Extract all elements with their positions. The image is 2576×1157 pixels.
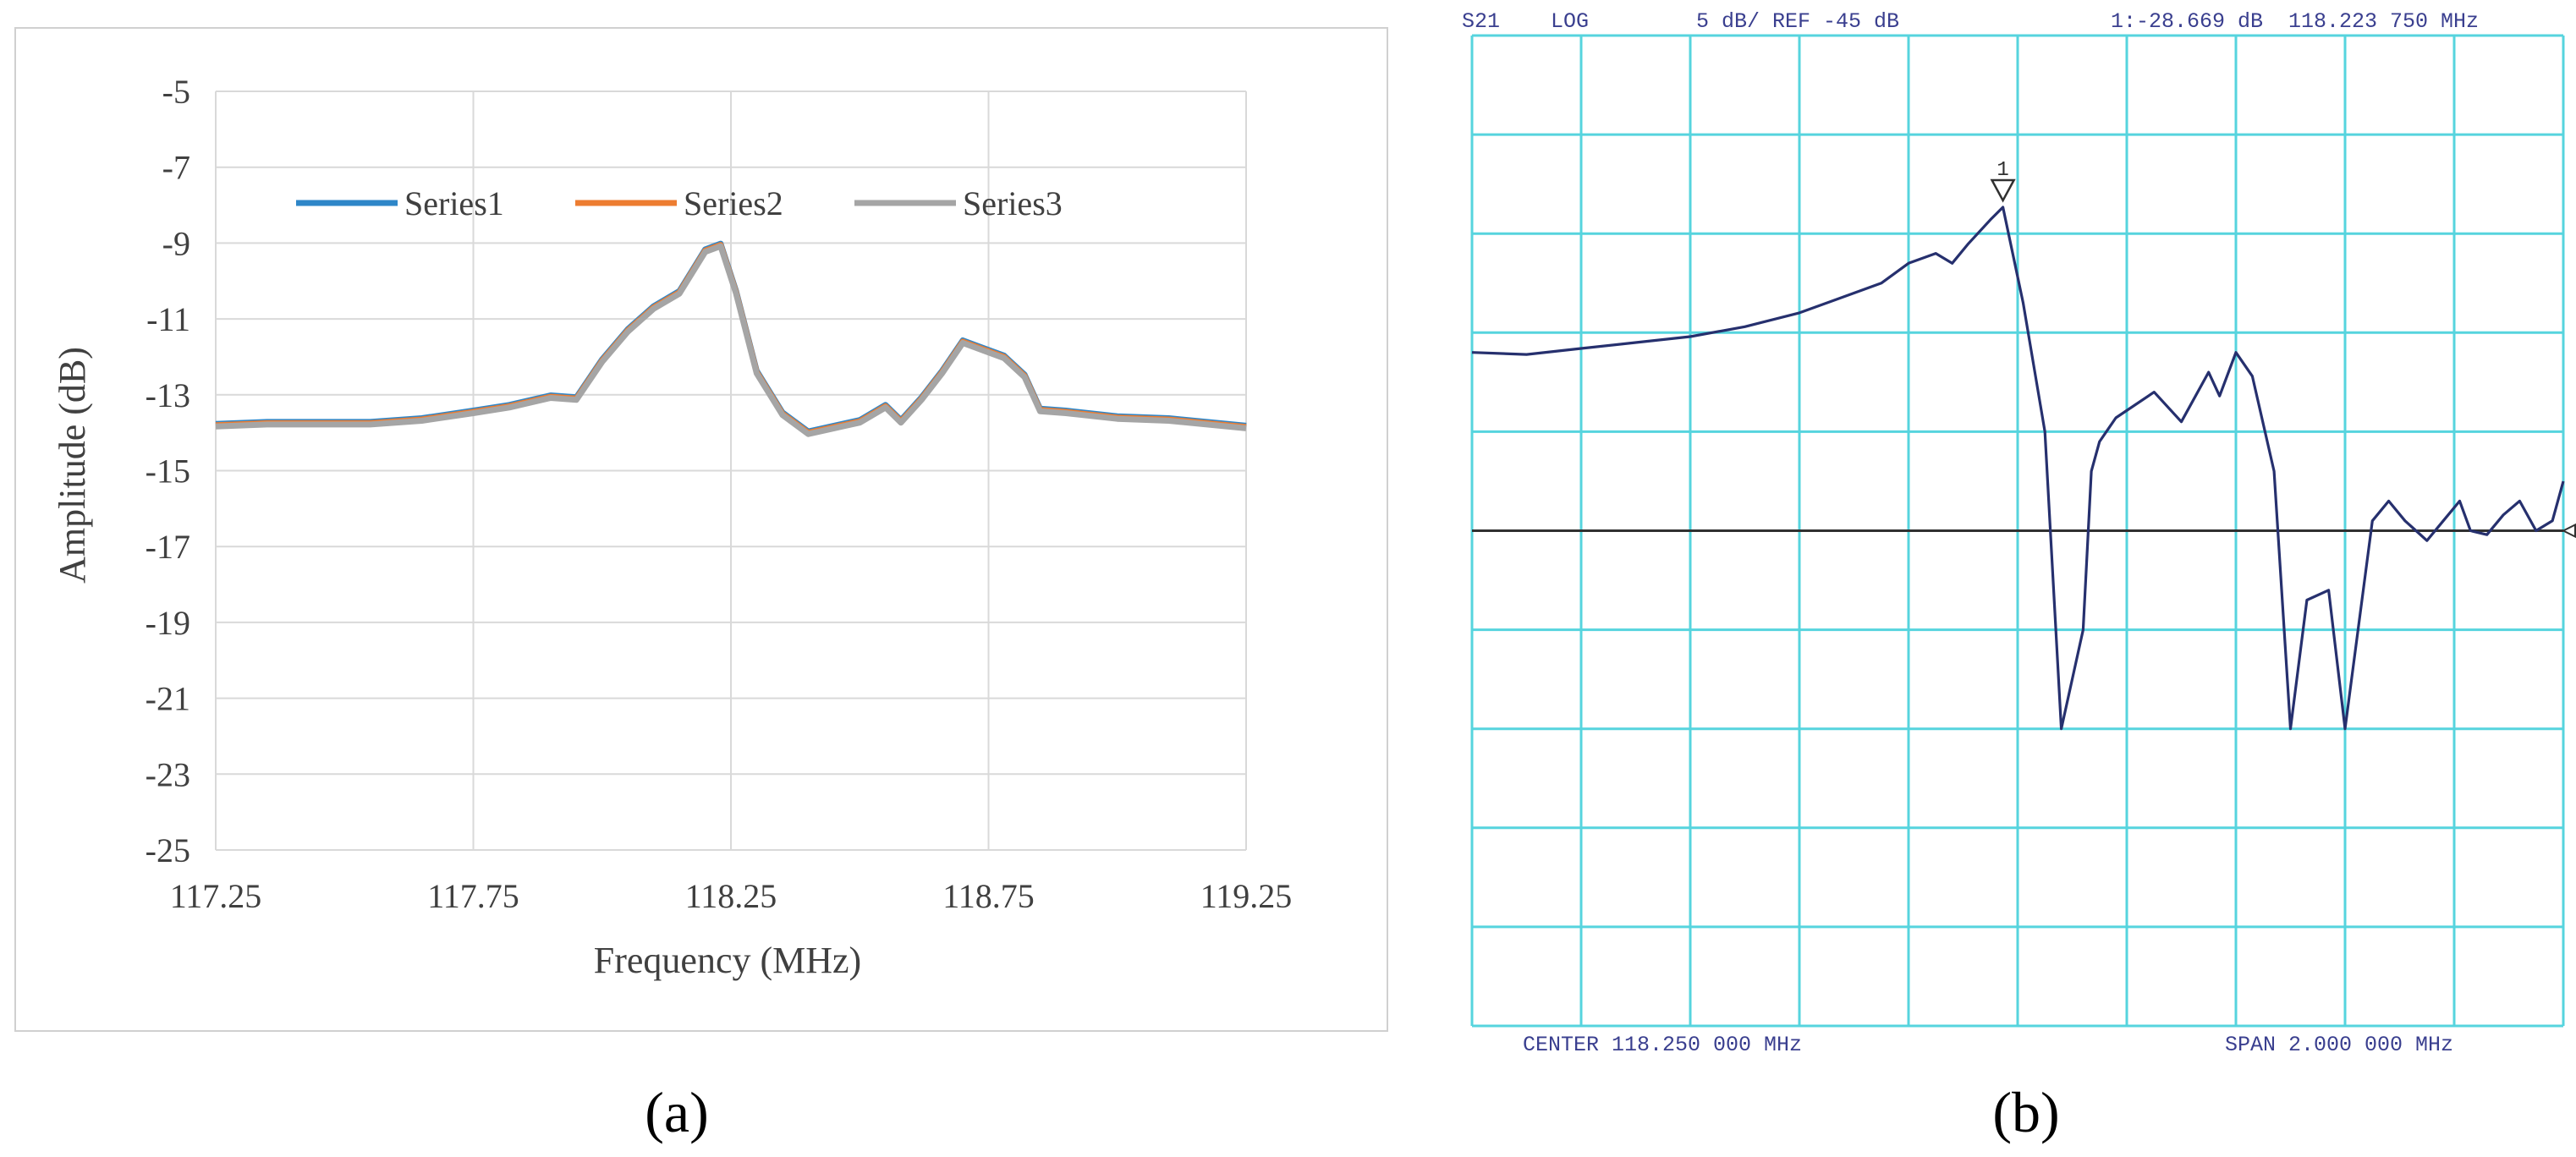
panel-a-x-tick-label: 117.75 (427, 877, 519, 915)
panel-a-y-tick-label: -15 (146, 452, 190, 491)
panel-b-format: LOG (1551, 9, 1589, 34)
panel-a-series-lines (215, 240, 1247, 437)
panel-a-y-tick-label: -5 (162, 73, 190, 111)
panel-a-x-tick-label: 119.25 (1200, 877, 1293, 915)
panel-a-y-tick-label: -21 (146, 680, 190, 718)
panel-a-label: (a) (645, 1080, 708, 1144)
panel-a-y-tick-label: -11 (146, 300, 190, 338)
panel-b-span: SPAN 2.000 000 MHz (2225, 1033, 2453, 1057)
panel-a: -5-7-9-11-13-15-17-19-21-23-25 117.25 117… (14, 27, 1388, 1032)
panel-b-marker-triangle (1990, 178, 2016, 203)
panel-a-frame (14, 27, 1388, 1032)
panel-a-legend: Series1 Series2 Series3 (296, 184, 1063, 222)
panel-a-legend-label-2: Series2 (684, 184, 783, 222)
panel-a-y-tick-labels: -5 -7 -9 -11 -13 -15 -17 -19 -21 -23 -25 (146, 73, 190, 869)
panel-b: 1 S21 LOG 5 dB/ REF -45 dB 1:-28.669 dB … (1462, 9, 2576, 1057)
panel-b-trace (1471, 206, 2565, 731)
panel-a-y-tick-label: -9 (162, 224, 190, 262)
panel-b-reference-arrow (2561, 523, 2576, 539)
panel-a-y-tick-label: -13 (146, 376, 190, 414)
panel-a-x-tick-label: 118.25 (685, 877, 777, 915)
panel-b-marker-readout: 1:-28.669 dB (2111, 9, 2263, 34)
panel-a-x-axis-label: Frequency (MHz) (594, 940, 861, 981)
panel-a-y-tick-label: -19 (146, 604, 190, 642)
panel-a-series-line-3 (215, 243, 1247, 437)
panel-a-x-tick-label: 118.75 (942, 877, 1035, 915)
panel-a-x-tick-labels: 117.25 117.75 118.25 118.75 119.25 (170, 877, 1293, 915)
panel-a-gridlines (215, 90, 1247, 851)
panel-b-scale: 5 dB/ REF -45 dB (1696, 9, 1899, 34)
panel-a-x-tick-label: 117.25 (170, 877, 262, 915)
panel-a-legend-label-1: Series1 (404, 184, 504, 222)
panel-b-marker-label: 1 (1997, 159, 2008, 182)
panel-b-param: S21 (1462, 9, 1500, 34)
panel-b-center-frequency: CENTER 118.250 000 MHz (1523, 1033, 1802, 1057)
panel-a-legend-label-3: Series3 (963, 184, 1063, 222)
panel-a-y-tick-label: -17 (146, 528, 190, 566)
panel-b-label: (b) (1992, 1080, 2059, 1144)
panel-a-y-tick-label: -7 (162, 149, 190, 187)
panel-a-y-axis-label: Amplitude (dB) (52, 347, 93, 584)
panel-a-y-tick-label: -25 (146, 831, 190, 869)
panel-b-marker-frequency: 118.223 750 MHz (2288, 9, 2479, 34)
panel-a-y-tick-label: -23 (146, 755, 190, 793)
